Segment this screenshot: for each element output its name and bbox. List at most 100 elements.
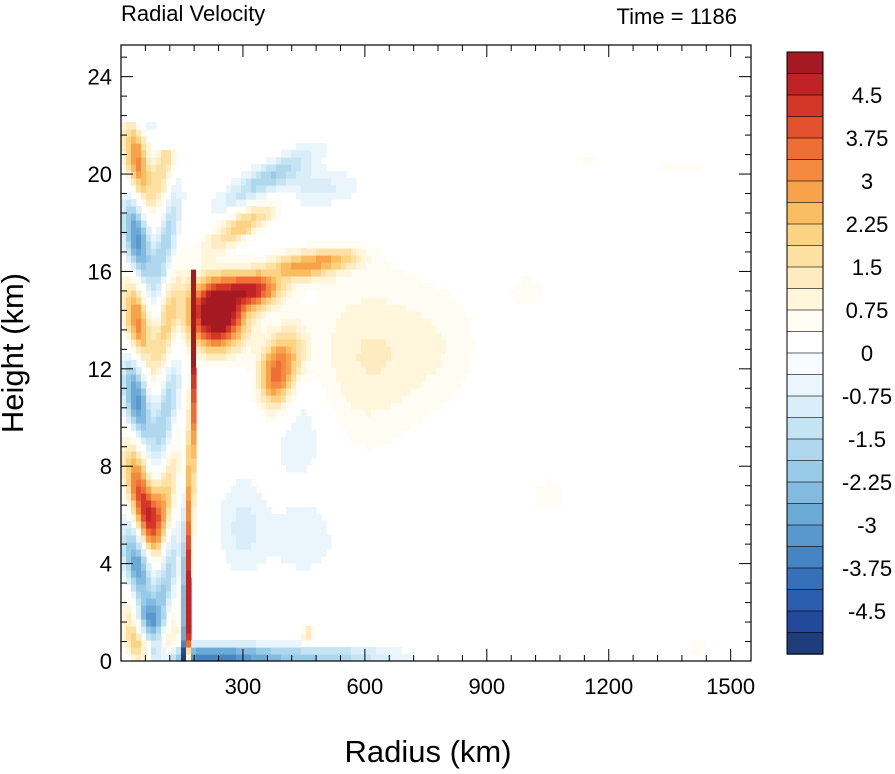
heatmap-cell	[306, 353, 312, 361]
heatmap-cell	[281, 332, 287, 340]
heatmap-cell	[151, 192, 157, 200]
heatmap-cell	[226, 507, 232, 515]
heatmap-cell	[276, 248, 282, 256]
heatmap-cell	[401, 416, 407, 424]
heatmap-cell	[346, 297, 352, 305]
heatmap-cell	[151, 647, 157, 655]
heatmap-cell	[386, 346, 392, 354]
heatmap-cell	[416, 325, 422, 333]
heatmap-cell	[376, 339, 382, 347]
heatmap-cell	[441, 318, 447, 326]
heatmap-cell	[121, 276, 127, 284]
heatmap-cell	[186, 584, 192, 592]
heatmap-cell	[131, 325, 137, 333]
heatmap-cell	[181, 192, 187, 200]
heatmap-cell	[131, 381, 137, 389]
heatmap-cell	[261, 164, 267, 172]
heatmap-cell	[326, 325, 332, 333]
heatmap-cell	[131, 241, 137, 249]
heatmap-cell	[121, 605, 127, 613]
heatmap-cell	[306, 248, 312, 256]
heatmap-cell	[396, 654, 402, 662]
heatmap-cell	[281, 654, 287, 662]
heatmap-cell	[221, 507, 227, 515]
heatmap-cell	[431, 374, 437, 382]
heatmap-cell	[166, 164, 172, 172]
heatmap-cell	[126, 444, 132, 452]
heatmap-cell	[301, 416, 307, 424]
heatmap-cell	[136, 591, 142, 599]
heatmap-cell	[256, 353, 262, 361]
heatmap-cell	[141, 402, 147, 410]
heatmap-cell	[386, 409, 392, 417]
heatmap-cell	[156, 178, 162, 186]
heatmap-cell	[391, 304, 397, 312]
heatmap-cell	[236, 227, 242, 235]
heatmap-cell	[381, 304, 387, 312]
heatmap-cell	[406, 290, 412, 298]
heatmap-cell	[246, 290, 252, 298]
heatmap-cell	[201, 269, 207, 277]
y-axis-label: Height (km)	[0, 273, 30, 433]
heatmap-cell	[546, 493, 552, 501]
heatmap-cell	[311, 437, 317, 445]
heatmap-cell	[141, 150, 147, 158]
heatmap-cell	[216, 199, 222, 207]
heatmap-cell	[136, 129, 142, 137]
heatmap-cell	[141, 353, 147, 361]
heatmap-cell	[246, 269, 252, 277]
heatmap-cell	[366, 647, 372, 655]
colorbar-bin	[786, 288, 824, 311]
heatmap-cell	[211, 297, 217, 305]
heatmap-cell	[356, 262, 362, 270]
heatmap-cell	[136, 479, 142, 487]
heatmap-cell	[241, 227, 247, 235]
heatmap-cell	[296, 437, 302, 445]
heatmap-cell	[271, 318, 277, 326]
heatmap-cell	[536, 500, 542, 508]
heatmap-cell	[351, 241, 357, 249]
heatmap-cell	[146, 430, 152, 438]
heatmap-cell	[426, 283, 432, 291]
heatmap-cell	[166, 472, 172, 480]
heatmap-cell	[401, 304, 407, 312]
heatmap-cell	[341, 353, 347, 361]
heatmap-cell	[306, 164, 312, 172]
heatmap-cell	[171, 185, 177, 193]
heatmap-cell	[341, 290, 347, 298]
heatmap-cell	[181, 535, 187, 543]
heatmap-cell	[181, 647, 187, 655]
heatmap-cell	[366, 374, 372, 382]
heatmap-cell	[331, 276, 337, 284]
heatmap-cell	[151, 472, 157, 480]
heatmap-cell	[286, 514, 292, 522]
heatmap-cell	[291, 465, 297, 473]
heatmap-cell	[221, 528, 227, 536]
heatmap-cell	[386, 276, 392, 284]
heatmap-cell	[221, 192, 227, 200]
heatmap-cell	[276, 535, 282, 543]
heatmap-cell	[126, 171, 132, 179]
heatmap-cell	[341, 185, 347, 193]
heatmap-cell	[281, 395, 287, 403]
heatmap-cell	[141, 528, 147, 536]
heatmap-cell	[136, 283, 142, 291]
heatmap-cell	[381, 374, 387, 382]
heatmap-cell	[191, 248, 197, 256]
heatmap-cell	[451, 346, 457, 354]
heatmap-cell	[191, 332, 197, 340]
heatmap-cell	[691, 640, 697, 648]
heatmap-cell	[156, 633, 162, 641]
heatmap-cell	[146, 290, 152, 298]
heatmap-cell	[261, 409, 267, 417]
heatmap-cell	[221, 346, 227, 354]
heatmap-cell	[221, 339, 227, 347]
heatmap-cell	[151, 248, 157, 256]
heatmap-cell	[361, 276, 367, 284]
heatmap-cell	[266, 304, 272, 312]
heatmap-cell	[296, 346, 302, 354]
heatmap-cell	[461, 311, 467, 319]
heatmap-cell	[301, 409, 307, 417]
heatmap-cell	[321, 304, 327, 312]
heatmap-cell	[126, 598, 132, 606]
